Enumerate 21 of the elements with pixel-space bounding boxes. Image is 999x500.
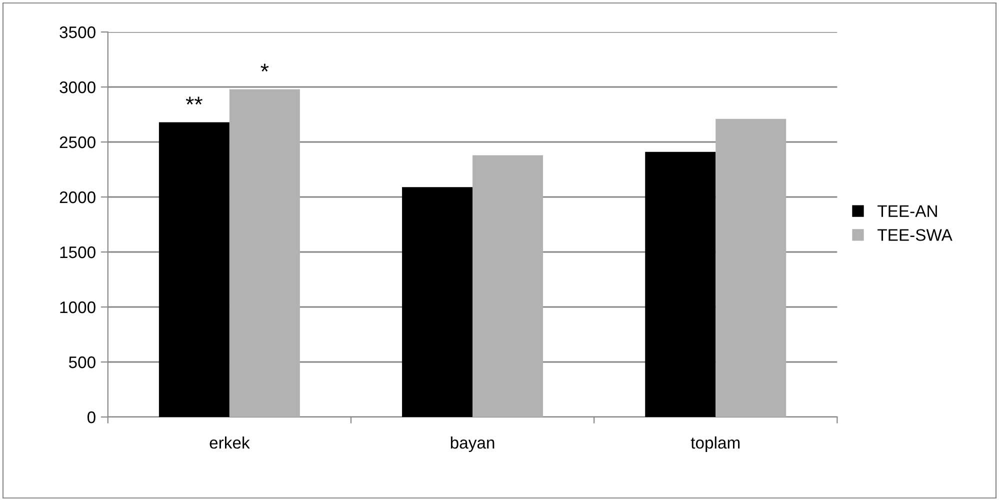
annotation: ** — [186, 96, 202, 105]
y-tick-label: 1000 — [60, 301, 96, 314]
y-tick-label: 500 — [68, 356, 96, 368]
x-tick-label: erkek — [210, 436, 250, 449]
bar — [472, 155, 544, 417]
x-tick-label: bayan — [450, 436, 494, 452]
bar — [645, 152, 716, 417]
legend-label: TEE-AN — [878, 205, 937, 217]
y-tick-label: 2000 — [60, 191, 96, 204]
y-tick-label: 0 — [87, 411, 96, 424]
bar — [229, 89, 300, 417]
legend-label: TEE-SWA — [878, 229, 952, 241]
x-tick-label: toplam — [690, 436, 740, 452]
y-tick-label: 2500 — [60, 136, 96, 148]
y-tick-label: 1500 — [60, 246, 96, 258]
bar — [158, 122, 230, 417]
y-tick-label: 3000 — [60, 81, 96, 94]
annotation: * — [260, 64, 269, 72]
bar — [402, 187, 473, 417]
y-tick-label: 3500 — [60, 26, 96, 38]
bar — [716, 118, 786, 417]
